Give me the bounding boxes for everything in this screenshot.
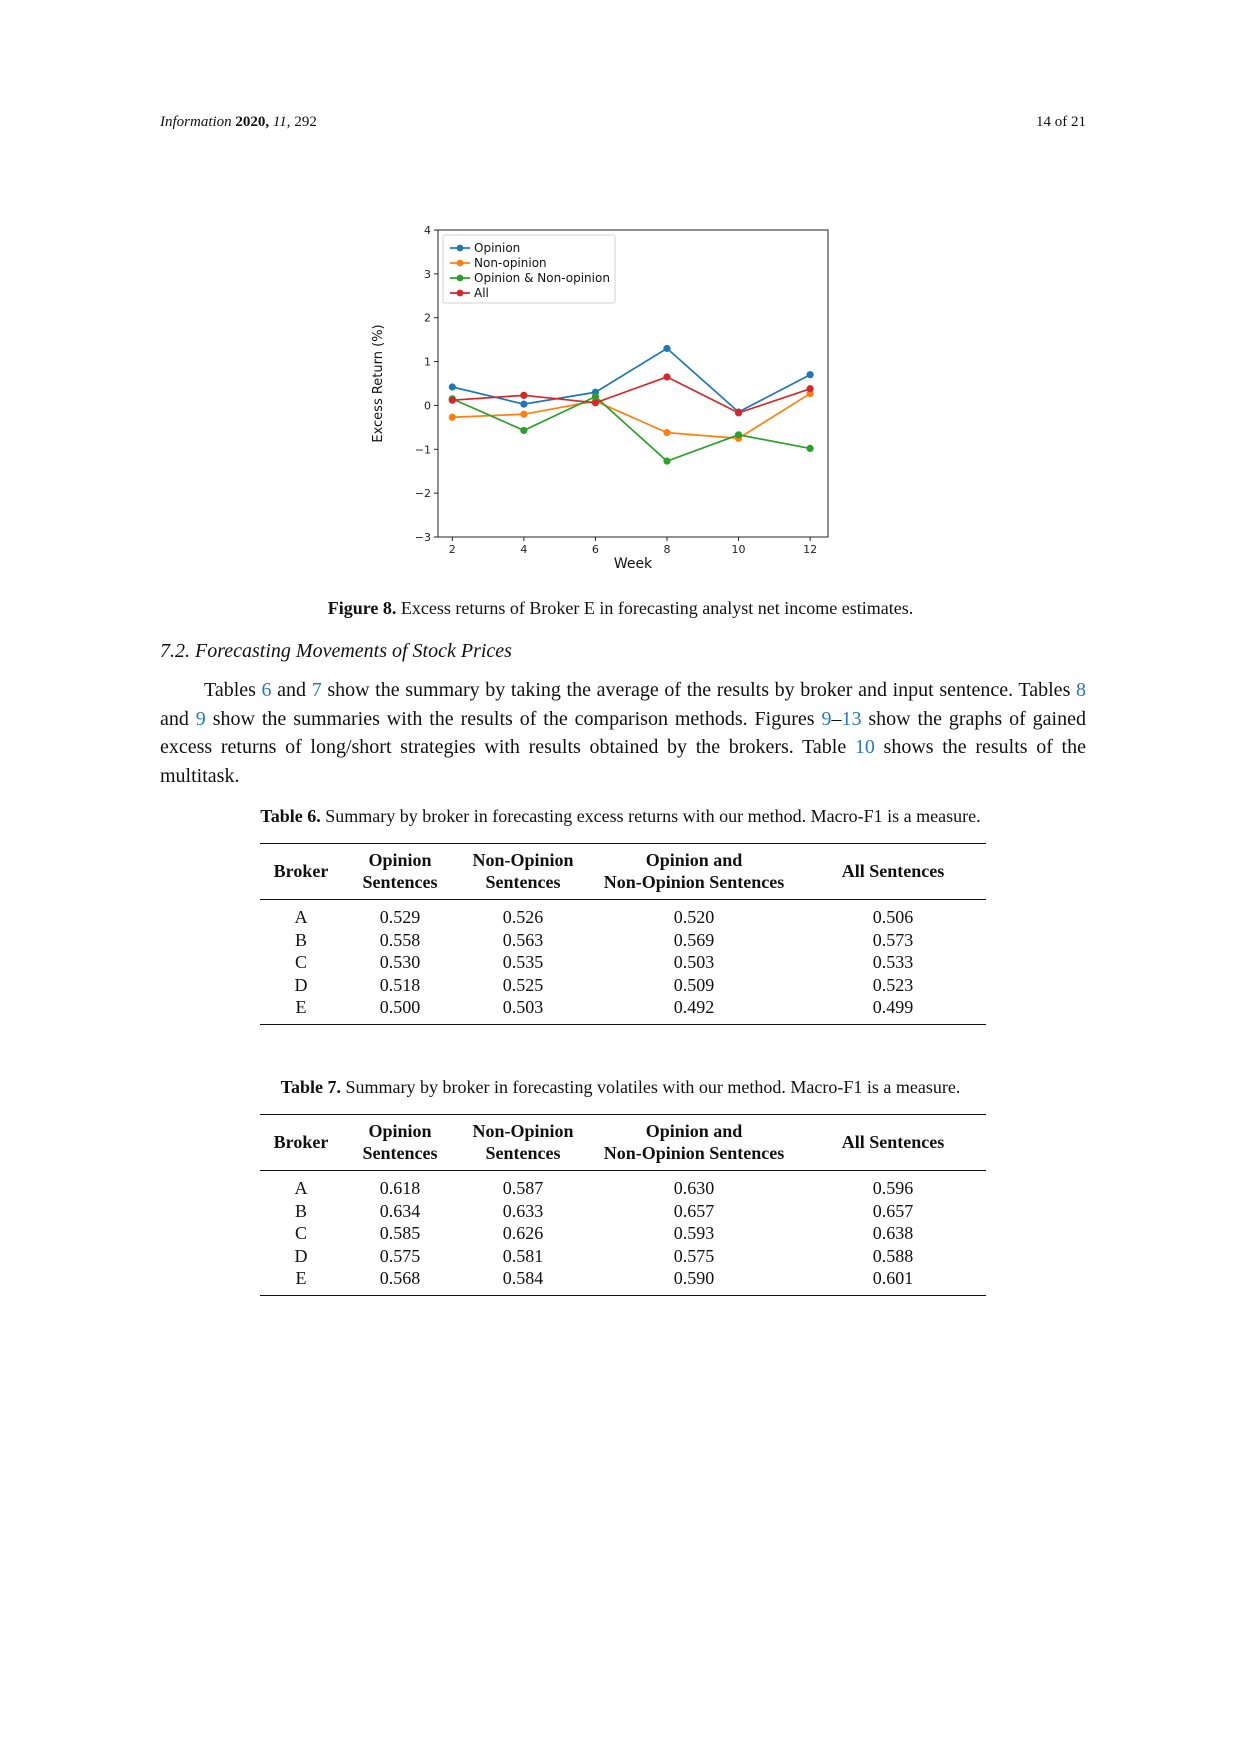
table6-header-all: All Sentences	[841, 861, 945, 881]
legend-label-opinion: Opinion	[474, 241, 520, 255]
data-point-all	[806, 385, 814, 393]
figure-13-link[interactable]: 13	[841, 707, 862, 730]
table7-caption-text: Summary by broker in forecasting volatil…	[345, 1077, 961, 1097]
data-point-opinion-non-opinion	[663, 457, 671, 465]
data-point-all	[591, 399, 600, 407]
journal-volume: 11,	[272, 114, 291, 130]
table7-header-broker: Broker	[273, 1132, 329, 1152]
legend-label-all: All	[474, 286, 489, 300]
data-point-opinion	[520, 400, 528, 408]
table-8-link[interactable]: 8	[1075, 679, 1086, 701]
journal-year: 2020,	[235, 114, 270, 130]
x-axis-label: Week	[614, 556, 653, 572]
data-point-non-opinion	[663, 429, 671, 437]
table6-header-opinion-and-non-opinion: Opinion and Non-Opinion Sentences	[603, 850, 785, 892]
article-number: 292	[294, 114, 317, 130]
data-point-opinion-non-opinion	[591, 393, 600, 401]
table-row: A 0.618 0.587 0.630 0.596	[294, 1178, 914, 1198]
table-row: D 0.518 0.525 0.509 0.523	[294, 974, 914, 995]
data-point-opinion-non-opinion	[734, 431, 743, 439]
legend-label-non-opinion: Non-opinion	[474, 256, 547, 270]
y-axis-label: Excess Return (%)	[371, 324, 386, 442]
series-line-non-opinion	[452, 392, 811, 440]
legend-label-opinion-non-opinion: Opinion & Non-opinion	[474, 271, 610, 285]
data-point-all	[663, 373, 671, 381]
table-6-link[interactable]: 6	[261, 679, 272, 701]
section-heading: 7.2. Forecasting Movements of Stock Pric…	[160, 640, 512, 662]
y-tick-label: −2	[415, 487, 431, 500]
x-tick-label: 12	[803, 543, 817, 556]
legend-marker-opinion	[456, 244, 464, 252]
data-point-opinion	[663, 344, 671, 353]
table6-caption-text: Summary by broker in forecasting excess …	[325, 806, 981, 826]
y-tick-label: 0	[424, 399, 431, 412]
data-point-opinion-non-opinion	[520, 426, 528, 435]
y-tick-label: 4	[424, 224, 431, 237]
series-line-opinion	[452, 347, 811, 414]
table7-header-opinion: Opinion Sentences	[362, 1121, 438, 1163]
body-paragraph: Tables 6 and 7 show the summary by takin…	[160, 679, 1086, 787]
y-tick-label: 3	[424, 268, 431, 281]
table-row: D 0.575 0.581 0.575 0.588	[294, 1245, 914, 1266]
table-row: E 0.568 0.584 0.590 0.601	[260, 1267, 986, 1295]
data-point-opinion	[806, 371, 814, 379]
table7-header-non-opinion: Non-Opinion Sentences	[472, 1121, 574, 1163]
table7-header-all: All Sentences	[841, 1132, 945, 1152]
data-point-all	[734, 409, 743, 417]
x-tick-label: 10	[732, 543, 746, 556]
table6-caption: Table 6. Summary by broker in forecastin…	[0, 806, 1241, 827]
data-point-non-opinion	[520, 410, 528, 418]
data-point-all	[520, 391, 528, 399]
y-tick-label: −1	[415, 443, 431, 456]
table-row: B 0.634 0.633 0.657 0.657	[294, 1200, 914, 1221]
y-tick-label: −3	[415, 531, 431, 544]
legend-box	[442, 234, 616, 304]
journal-name: Information	[160, 114, 232, 130]
data-point-opinion	[448, 383, 456, 391]
plot-area-frame	[437, 229, 829, 538]
table7-label: Table 7.	[280, 1077, 341, 1097]
data-point-non-opinion	[448, 413, 456, 421]
table7-header-opinion-and-non-opinion: Opinion and Non-Opinion Sentences	[603, 1121, 785, 1163]
x-tick-label: 4	[520, 543, 527, 556]
y-tick-label: 2	[424, 312, 431, 325]
x-tick-label: 6	[592, 543, 599, 556]
table-10-link[interactable]: 10	[854, 736, 875, 758]
legend-marker-opinion-non-opinion	[456, 274, 464, 282]
table-9-link[interactable]: 9	[195, 707, 206, 730]
data-point-opinion-non-opinion	[806, 444, 814, 453]
table-row: E 0.500 0.503 0.492 0.499	[260, 996, 986, 1024]
series-line-opinion-non-opinion	[451, 395, 811, 463]
table7: Broker Opinion Sentences Non-Opinion Sente…	[260, 1114, 986, 1296]
table6-header-opinion: Opinion Sentences	[362, 850, 438, 892]
table6-label: Table 6.	[260, 806, 321, 826]
table-row: C 0.585 0.626 0.593 0.638	[294, 1223, 914, 1243]
page-number: 14 of 21	[1036, 114, 1086, 130]
x-tick-label: 2	[449, 543, 456, 556]
legend-marker-non-opinion	[456, 259, 464, 267]
table6-header-non-opinion: Non-Opinion Sentences	[472, 850, 574, 892]
table-row: C 0.530 0.535 0.503 0.533	[294, 952, 914, 972]
table-7-link[interactable]: 7	[311, 679, 322, 701]
table7-caption: Table 7. Summary by broker in forecastin…	[0, 1077, 1241, 1098]
table-row: A 0.529 0.526 0.520 0.506	[294, 907, 914, 927]
x-tick-label: 8	[663, 543, 670, 556]
figure-9-link[interactable]: 9	[821, 707, 832, 730]
table6-header-broker: Broker	[273, 861, 329, 881]
figure-caption: Figure 8. Excess returns of Broker E in …	[0, 598, 1241, 619]
figure-label: Figure 8.	[327, 598, 397, 618]
running-header: Information 2020, 11, 292	[160, 114, 317, 131]
table-row: B 0.558 0.563 0.569 0.573	[294, 929, 914, 950]
figure-caption-text: Excess returns of Broker E in forecastin…	[400, 598, 914, 618]
legend-marker-all	[456, 289, 464, 297]
y-tick-label: 1	[424, 356, 431, 369]
data-point-all	[448, 396, 456, 404]
series-line-all	[452, 375, 811, 414]
table6: Broker Opinion Sentences Non-Opinion Sente…	[260, 843, 986, 1025]
